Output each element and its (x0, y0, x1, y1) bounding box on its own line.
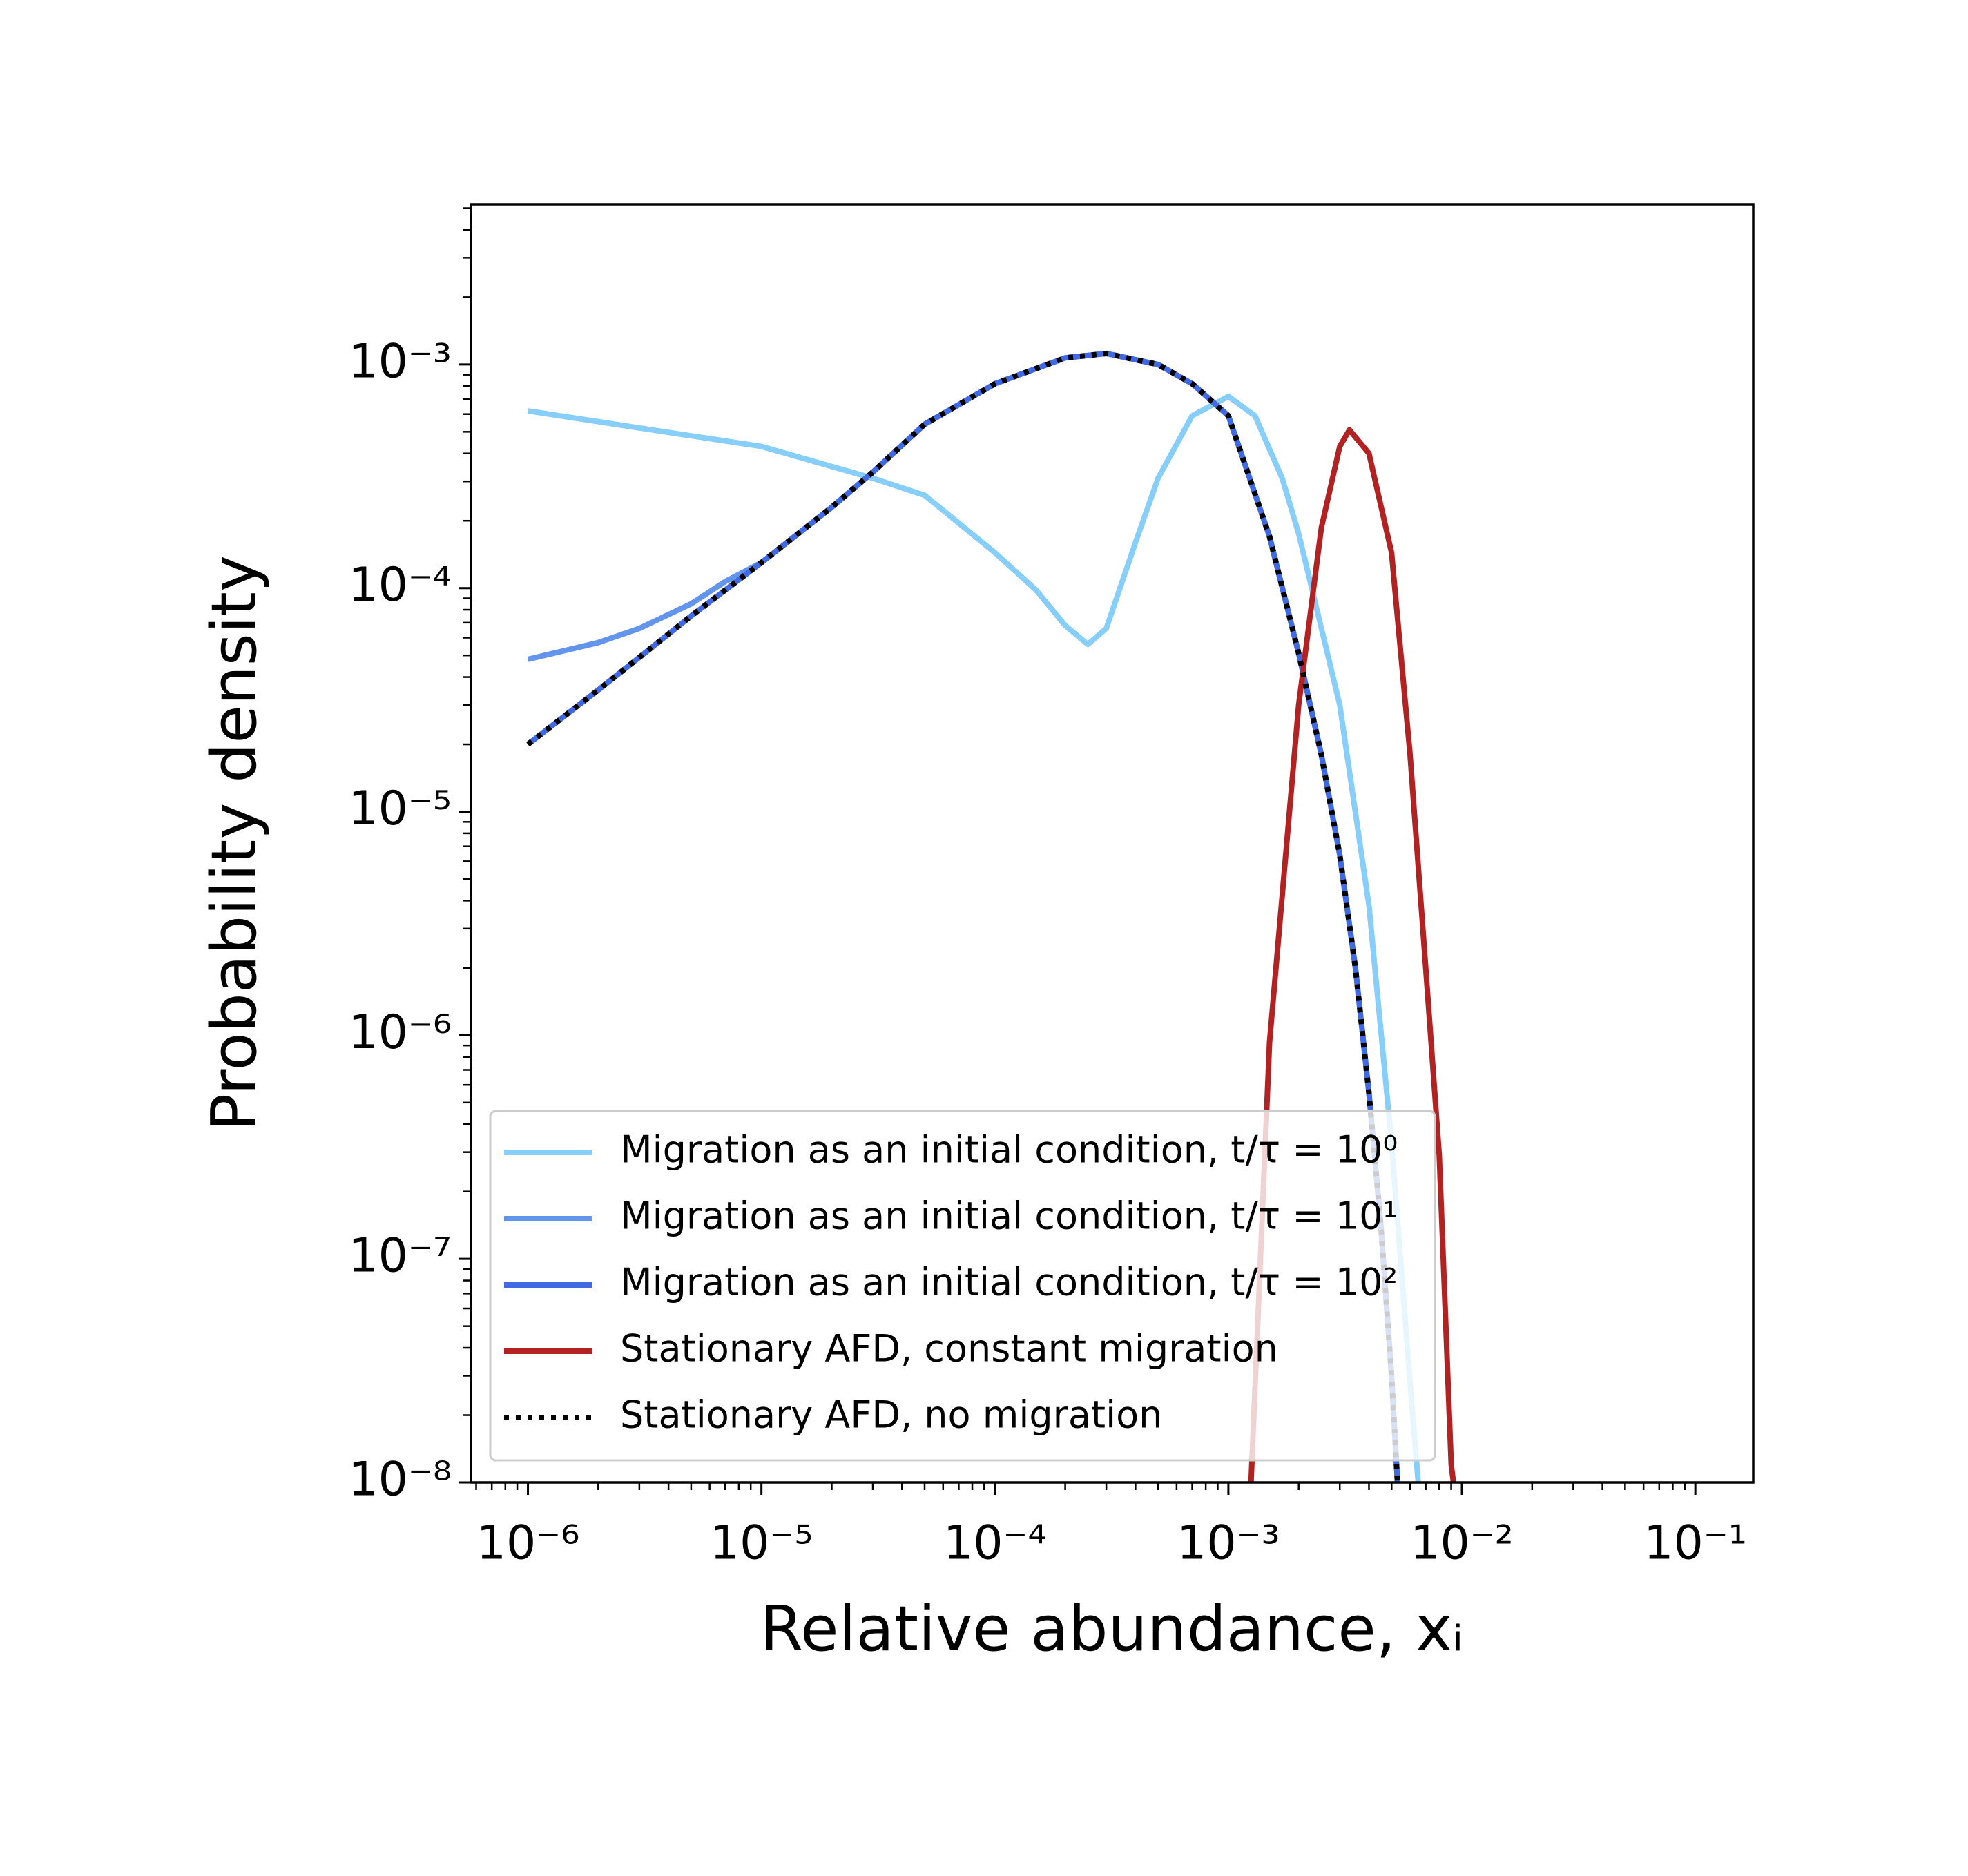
y-tick-label: 10⁻⁵ (348, 782, 452, 836)
y-tick-label: 10⁻⁸ (348, 1453, 452, 1507)
x-tick-label: 10⁻⁵ (710, 1516, 813, 1571)
series-line (1248, 427, 1456, 1482)
y-axis-label: Probability density (198, 555, 271, 1131)
series-line (526, 350, 1400, 1482)
legend-label: Stationary AFD, no migration (620, 1393, 1162, 1437)
y-tick-label: 10⁻⁶ (348, 1005, 452, 1060)
series-line (527, 394, 1421, 1482)
legend-label: Stationary AFD, constant migration (620, 1327, 1278, 1371)
x-axis-label: Relative abundance, xᵢ (760, 1593, 1464, 1665)
x-tick-label: 10⁻² (1410, 1516, 1514, 1571)
y-tick-label: 10⁻³ (348, 334, 452, 389)
x-tick-label: 10⁻¹ (1643, 1516, 1747, 1571)
plot-area (526, 350, 1456, 1482)
x-tick-label: 10⁻⁶ (476, 1516, 580, 1571)
plot-frame (470, 203, 1755, 1484)
legend-label: Migration as an initial condition, t/τ =… (620, 1261, 1398, 1304)
legend-label: Migration as an initial condition, t/τ =… (620, 1195, 1398, 1238)
y-tick-label: 10⁻⁷ (348, 1229, 452, 1284)
x-tick-label: 10⁻³ (1177, 1516, 1280, 1571)
y-tick-label: 10⁻⁴ (348, 558, 452, 612)
legend-box (489, 1110, 1436, 1462)
legend-label: Migration as an initial condition, t/τ =… (620, 1128, 1398, 1172)
x-tick-label: 10⁻⁴ (943, 1516, 1047, 1571)
